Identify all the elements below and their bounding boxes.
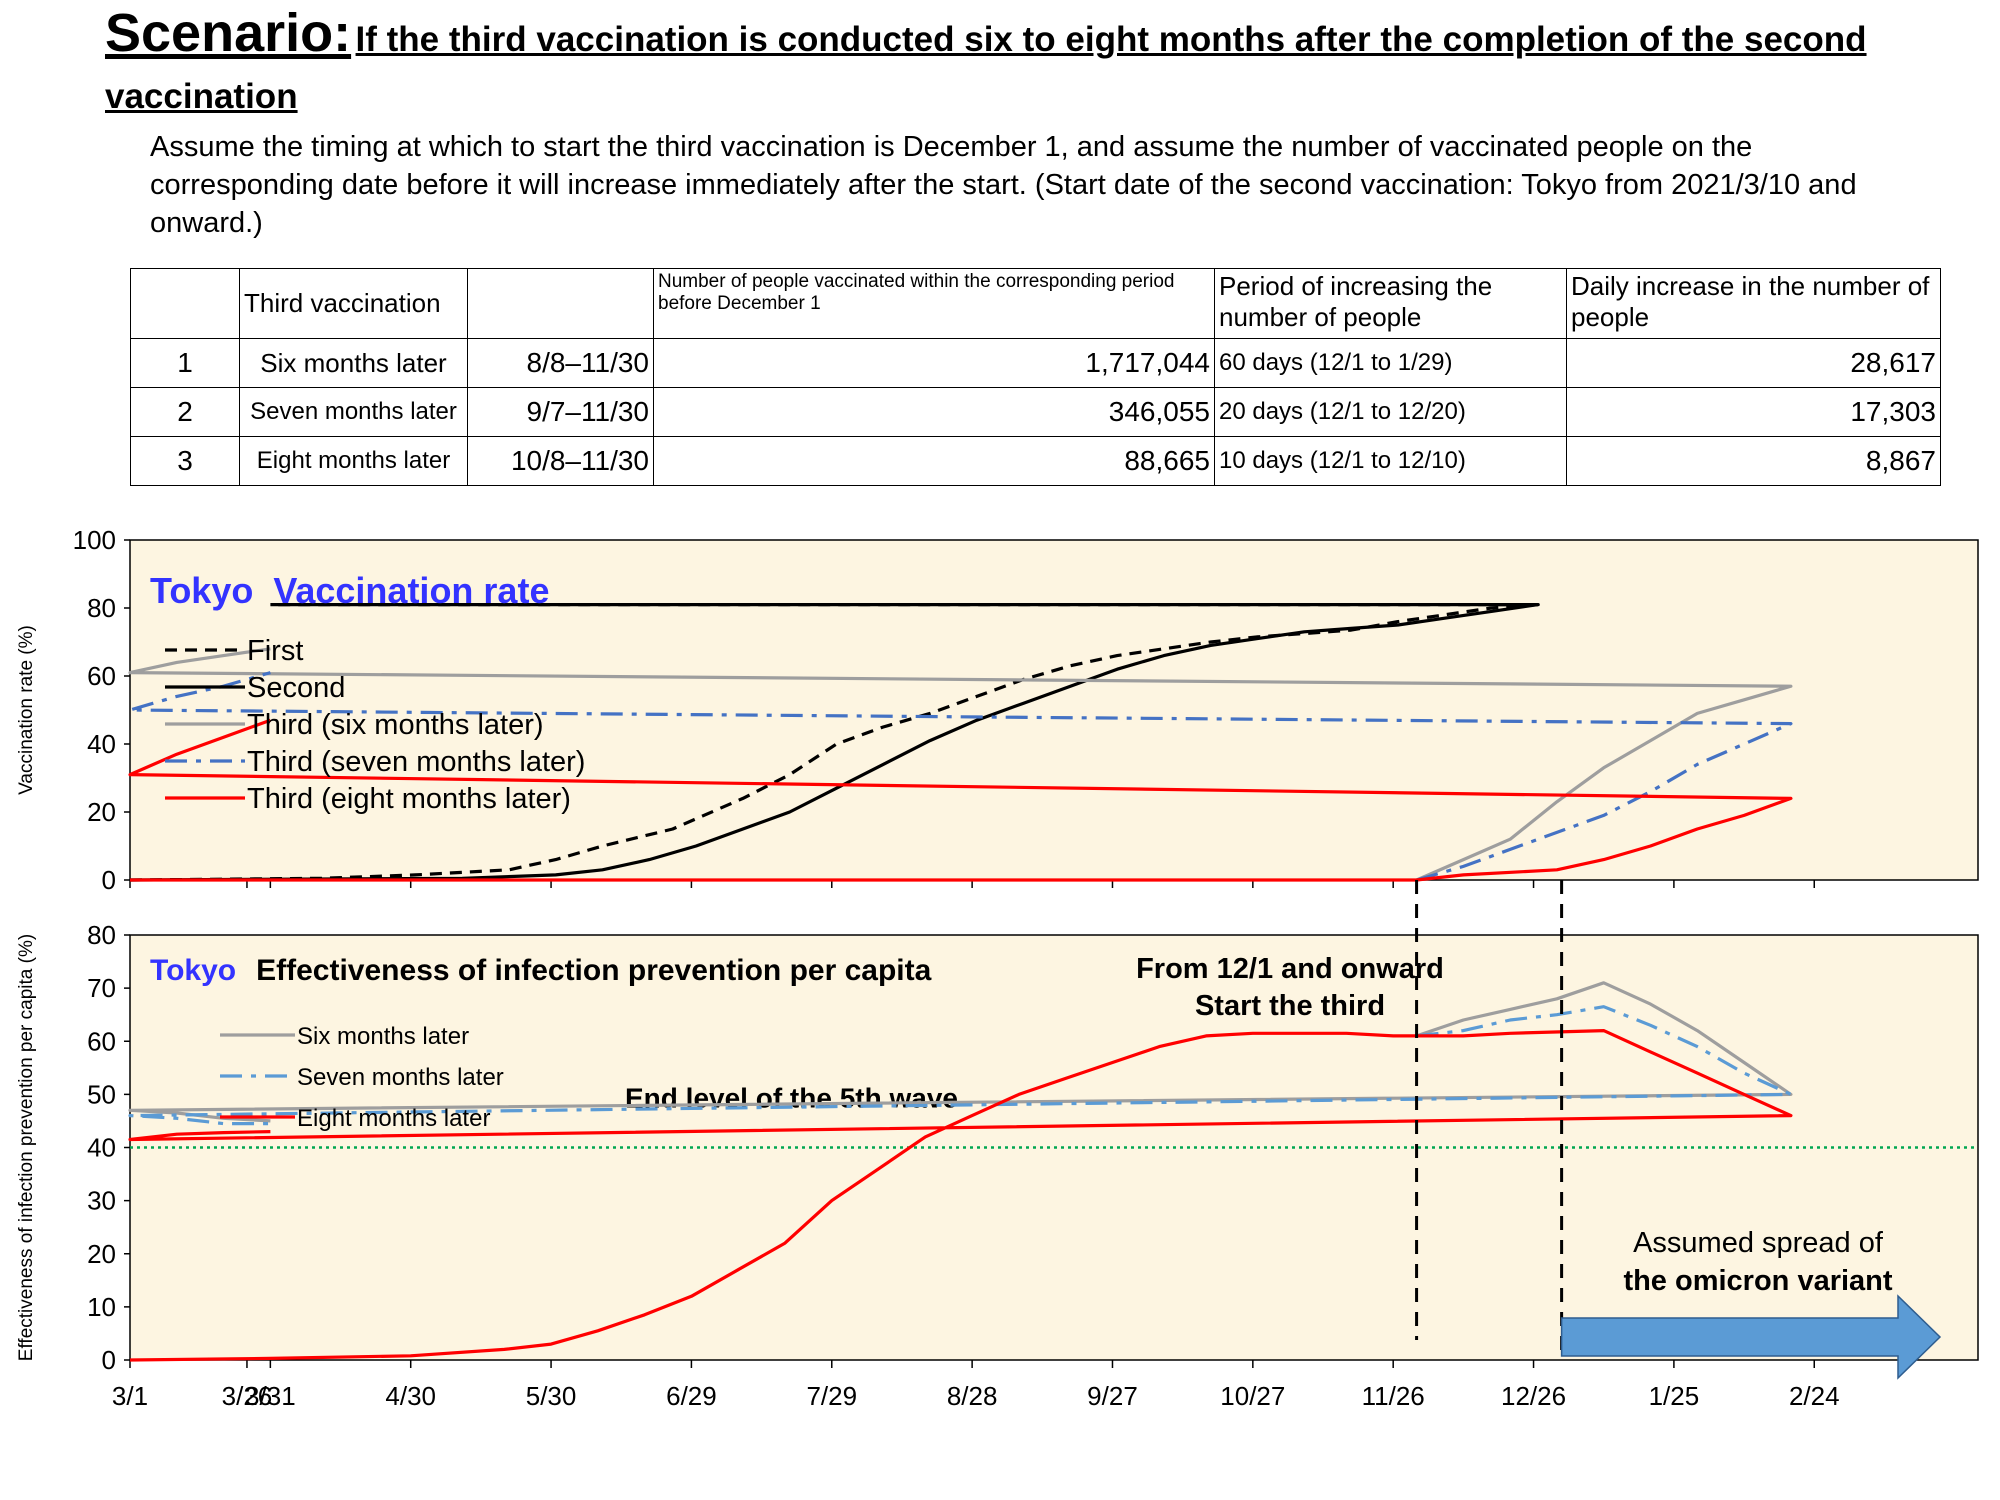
y-tick-label: 20 [87, 797, 116, 827]
x-tick-label: 6/29 [666, 1381, 717, 1411]
scenario-heading: If the third vaccination is conducted si… [105, 20, 1867, 116]
x-tick-label: 12/26 [1501, 1381, 1566, 1411]
x-tick-label: 8/28 [947, 1381, 998, 1411]
y-tick-label: 40 [87, 729, 116, 759]
row-increase-period: 10 days (12/1 to 12/10) [1214, 436, 1567, 486]
table-header-cell: Number of people vaccinated within the c… [653, 268, 1215, 339]
chart-title-main: Vaccination rate [273, 570, 549, 611]
row-number: 3 [130, 436, 240, 486]
vaccination-table: Third vaccination Number of people vacci… [130, 268, 1941, 486]
row-label: Six months later [239, 338, 468, 388]
legend-label: Second [247, 672, 345, 704]
series-line [128, 671, 1793, 882]
y-tick-label: 0 [102, 1345, 116, 1375]
y-tick-label: 50 [87, 1079, 116, 1109]
row-increase-period: 60 days (12/1 to 1/29) [1214, 338, 1567, 388]
table-header-cell: Period of increasing the number of peopl… [1214, 268, 1567, 339]
y-tick-label: 60 [87, 1026, 116, 1056]
omicron-annotation: Assumed spread of [1633, 1227, 1884, 1259]
y-tick-label: 20 [87, 1239, 116, 1269]
y-tick-label: 80 [87, 593, 116, 623]
x-tick-label: 9/27 [1087, 1381, 1138, 1411]
series-line [129, 602, 1540, 882]
legend-label: Third (six months later) [247, 709, 544, 741]
y-axis-label: Effectiveness of infection prevention pe… [16, 934, 37, 1361]
row-daily-increase: 28,617 [1566, 338, 1941, 388]
x-tick-label: 7/29 [806, 1381, 857, 1411]
start-third-annotation: From 12/1 and onward [1136, 953, 1444, 985]
y-tick-label: 70 [87, 973, 116, 1003]
assumption-text: Assume the timing at which to start the … [150, 131, 1857, 239]
row-daily-increase: 8,867 [1566, 436, 1941, 486]
y-tick-label: 60 [87, 661, 116, 691]
row-vaccinated: 346,055 [653, 387, 1215, 437]
scenario-label: Scenario: [105, 3, 352, 63]
x-tick-label: 10/27 [1220, 1381, 1285, 1411]
x-tick-label: 1/25 [1649, 1381, 1700, 1411]
chart-title-prefix: Tokyo [150, 954, 236, 987]
series-line [128, 1028, 1793, 1362]
chart-title: Tokyo Effectiveness of infection preventi… [150, 954, 932, 987]
y-tick-label: 80 [87, 920, 116, 950]
y-axis-label: Vaccination rate (%) [16, 625, 37, 795]
x-tick-label: 11/26 [1362, 1381, 1425, 1411]
series-line [128, 718, 1793, 882]
series-line [128, 647, 1793, 882]
series-line [128, 981, 1793, 1123]
legend-label: Eight months later [297, 1105, 490, 1132]
x-tick-label: 3/1 [112, 1381, 148, 1411]
y-tick-label: 40 [87, 1133, 116, 1163]
row-daily-increase: 17,303 [1566, 387, 1941, 437]
chart-title: Tokyo Vaccination rate [150, 570, 549, 611]
chart-title-main: Effectiveness of infection prevention pe… [256, 954, 931, 987]
x-tick-label: 3/31 [245, 1381, 296, 1411]
series-line [129, 602, 1540, 882]
table-row: 3 Eight months later 10/8–11/30 88,665 1… [130, 436, 1941, 486]
row-number: 2 [130, 387, 240, 437]
row-vaccinated: 88,665 [653, 436, 1215, 486]
chart-title-prefix: Tokyo [150, 570, 253, 611]
series-line [128, 1005, 1793, 1126]
omicron-annotation: the omicron variant [1623, 1265, 1892, 1297]
legend-label: Third (seven months later) [247, 746, 585, 778]
table-row: 1 Six months later 8/8–11/30 1,717,044 6… [130, 338, 1941, 388]
y-tick-label: 0 [102, 865, 116, 895]
y-tick-label: 10 [87, 1292, 116, 1322]
row-number: 1 [130, 338, 240, 388]
x-tick-label: 4/30 [385, 1381, 436, 1411]
x-tick-label: 2/24 [1789, 1381, 1840, 1411]
y-tick-label: 30 [87, 1186, 116, 1216]
legend-label: Third (eight months later) [247, 783, 571, 815]
table-header-cell: Daily increase in the number of people [1566, 268, 1941, 339]
table-header-row: Third vaccination Number of people vacci… [130, 268, 1941, 339]
x-tick-label: 5/30 [526, 1381, 577, 1411]
start-third-annotation: Start the third [1195, 990, 1385, 1022]
legend-label: First [247, 635, 303, 667]
x-tick-label: 3/26 [222, 1381, 273, 1411]
plot-area [129, 539, 1979, 881]
legend-label: Seven months later [297, 1064, 504, 1091]
y-tick-label: 100 [73, 525, 116, 555]
table-header-cell [130, 268, 240, 339]
reference-line-label: End level of the 5th wave [625, 1083, 958, 1114]
row-label: Seven months later [239, 387, 468, 437]
row-label: Eight months later [239, 436, 468, 486]
legend-label: Six months later [297, 1023, 469, 1050]
scenario-title: Scenario: If the third vaccination is co… [105, 6, 1965, 129]
omicron-arrow [1560, 1294, 1942, 1380]
row-period: 8/8–11/30 [467, 338, 654, 388]
